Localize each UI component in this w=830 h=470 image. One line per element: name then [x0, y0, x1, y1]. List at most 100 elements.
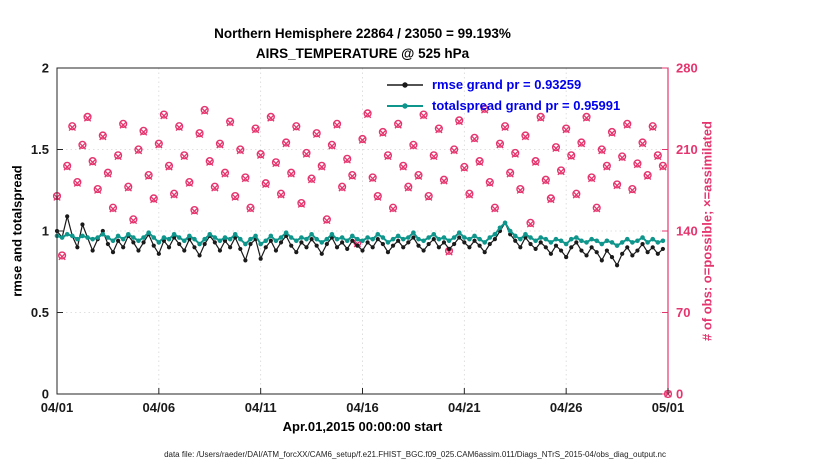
obs-assimilated-marker	[450, 147, 458, 155]
obs-possible-marker	[597, 145, 606, 154]
rmse-marker	[340, 240, 345, 245]
obs-possible-marker	[266, 112, 275, 122]
obs-assimilated-marker	[58, 252, 66, 261]
rmse-marker	[574, 240, 579, 245]
totalspread-marker	[120, 236, 126, 242]
rmse-marker	[350, 238, 355, 243]
obs-assimilated-marker	[638, 140, 647, 148]
totalspread-marker	[344, 238, 350, 244]
obs-assimilated-marker	[470, 135, 479, 143]
obs-possible-marker	[103, 168, 113, 177]
totalspread-marker	[187, 233, 192, 239]
rmse-marker	[370, 245, 375, 250]
totalspread-marker	[416, 236, 421, 242]
obs-assimilated-marker	[399, 163, 407, 171]
obs-assimilated-marker	[384, 152, 392, 161]
rmse-marker	[319, 251, 324, 256]
obs-possible-marker	[236, 145, 245, 154]
totalspread-marker	[350, 233, 355, 239]
y-tick-label-right: 280	[676, 61, 698, 76]
totalspread-marker	[131, 235, 136, 240]
obs-assimilated-marker	[582, 114, 591, 122]
obs-possible-marker	[378, 127, 387, 137]
totalspread-marker	[390, 236, 396, 242]
obs-possible-marker	[388, 203, 398, 212]
obs-possible-marker	[312, 129, 321, 138]
obs-assimilated-marker	[643, 172, 652, 180]
obs-assimilated-marker	[68, 123, 76, 132]
x-tick-label: 04/11	[245, 400, 277, 415]
obs-assimilated-marker	[516, 186, 525, 194]
totalspread-marker	[288, 235, 294, 240]
obs-assimilated-marker	[170, 191, 178, 199]
obs-possible-marker	[144, 171, 153, 180]
obs-assimilated-marker	[282, 140, 290, 148]
obs-assimilated-marker	[496, 141, 504, 149]
rmse-marker	[396, 238, 401, 243]
totalspread-marker	[411, 230, 416, 235]
totalspread-marker	[558, 238, 564, 244]
rmse-marker	[345, 246, 350, 252]
totalspread-marker	[589, 236, 594, 242]
obs-assimilated-marker	[455, 117, 463, 126]
obs-assimilated-marker	[262, 180, 270, 189]
obs-possible-marker	[475, 157, 484, 166]
obs-possible-marker	[276, 189, 286, 198]
obs-possible-marker	[562, 124, 571, 133]
obs-possible-marker	[648, 122, 657, 131]
totalspread-marker	[355, 236, 360, 242]
rmse-marker	[558, 248, 564, 253]
rmse-marker	[620, 251, 625, 256]
obs-assimilated-marker	[318, 163, 326, 171]
obs-assimilated-marker	[526, 220, 535, 228]
rmse-marker	[75, 245, 80, 250]
totalspread-marker	[227, 236, 233, 242]
obs-assimilated-marker	[414, 172, 423, 180]
obs-possible-marker	[470, 133, 479, 142]
obs-assimilated-marker	[297, 200, 306, 208]
rmse-marker	[258, 256, 263, 261]
obs-assimilated-marker	[501, 123, 509, 132]
rmse-marker	[228, 245, 233, 250]
obs-assimilated-marker	[144, 172, 153, 180]
obs-possible-marker	[500, 122, 510, 131]
obs-possible-marker	[322, 215, 331, 224]
obs-possible-marker	[521, 131, 530, 140]
rmse-marker	[217, 248, 223, 253]
totalspread-marker	[436, 236, 442, 242]
obs-assimilated-marker	[200, 107, 209, 115]
obs-assimilated-marker	[608, 129, 616, 137]
obs-assimilated-marker	[567, 152, 575, 161]
rmse-marker	[105, 241, 111, 247]
obs-assimilated-marker	[241, 174, 250, 183]
obs-assimilated-marker	[363, 110, 372, 119]
totalspread-marker	[451, 235, 457, 240]
totalspread-marker	[319, 240, 325, 245]
rmse-marker	[553, 243, 559, 248]
obs-possible-marker	[287, 168, 296, 177]
totalspread-marker	[324, 236, 330, 242]
rmse-marker	[421, 248, 426, 253]
obs-possible-marker	[241, 173, 250, 182]
totalspread-marker	[90, 236, 95, 242]
x-tick-label: 04/26	[550, 400, 583, 415]
obs-assimilated-marker	[63, 163, 71, 171]
totalspread-marker	[197, 241, 202, 247]
rmse-marker	[90, 248, 95, 253]
obs-possible-marker	[414, 171, 423, 180]
y-tick-label-left: 0	[42, 387, 49, 402]
obs-possible-marker	[205, 157, 214, 166]
obs-assimilated-marker	[175, 123, 183, 132]
obs-assimilated-marker	[109, 205, 117, 213]
obs-assimilated-marker	[231, 193, 239, 201]
totalspread-marker	[258, 241, 263, 247]
obs-possible-marker	[343, 154, 352, 163]
rmse-marker	[426, 241, 431, 247]
obs-possible-marker	[531, 157, 540, 166]
obs-possible-marker	[317, 161, 326, 170]
rmse-marker	[579, 248, 584, 253]
totalspread-marker	[69, 233, 75, 239]
totalspread-marker	[523, 231, 528, 237]
rmse-marker	[548, 251, 553, 256]
y-tick-label-left: 1.5	[31, 142, 49, 157]
